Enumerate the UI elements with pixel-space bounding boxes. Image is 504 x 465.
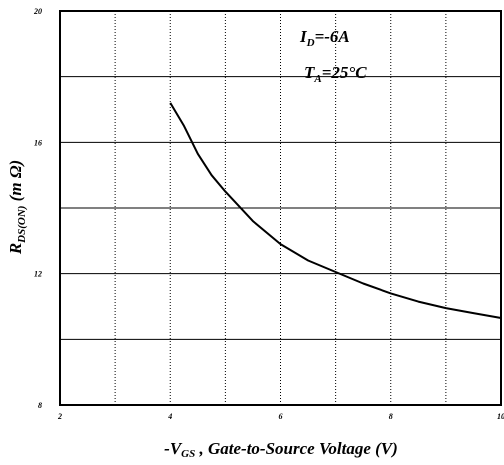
x-axis-title: -VGS , Gate-to-Source Voltage (V) xyxy=(164,439,398,460)
series-line-0 xyxy=(169,102,502,319)
y-tick-label: 16 xyxy=(34,138,42,147)
y-tick-label: 12 xyxy=(34,270,42,279)
tick-labels: 2 4 6 8 10 8 12 16 20 xyxy=(33,7,504,421)
annotation-ambient-temperature: TA=25°C xyxy=(304,63,367,85)
plot-border xyxy=(59,10,502,406)
plot-frame xyxy=(59,10,502,406)
y-axis-title: RDS(ON) (m Ω) xyxy=(6,160,28,255)
grid-lines xyxy=(60,11,501,405)
x-tick-label: 6 xyxy=(279,412,283,421)
annotation-drain-current: ID=-6A xyxy=(299,27,350,49)
x-tick-label: 8 xyxy=(389,412,393,421)
x-tick-label: 2 xyxy=(57,412,62,421)
y-tick-label: 20 xyxy=(33,7,42,16)
x-tick-label: 4 xyxy=(167,412,172,421)
series-layer xyxy=(169,102,502,319)
x-tick-label: 10 xyxy=(497,412,504,421)
y-tick-label: 8 xyxy=(38,401,42,410)
